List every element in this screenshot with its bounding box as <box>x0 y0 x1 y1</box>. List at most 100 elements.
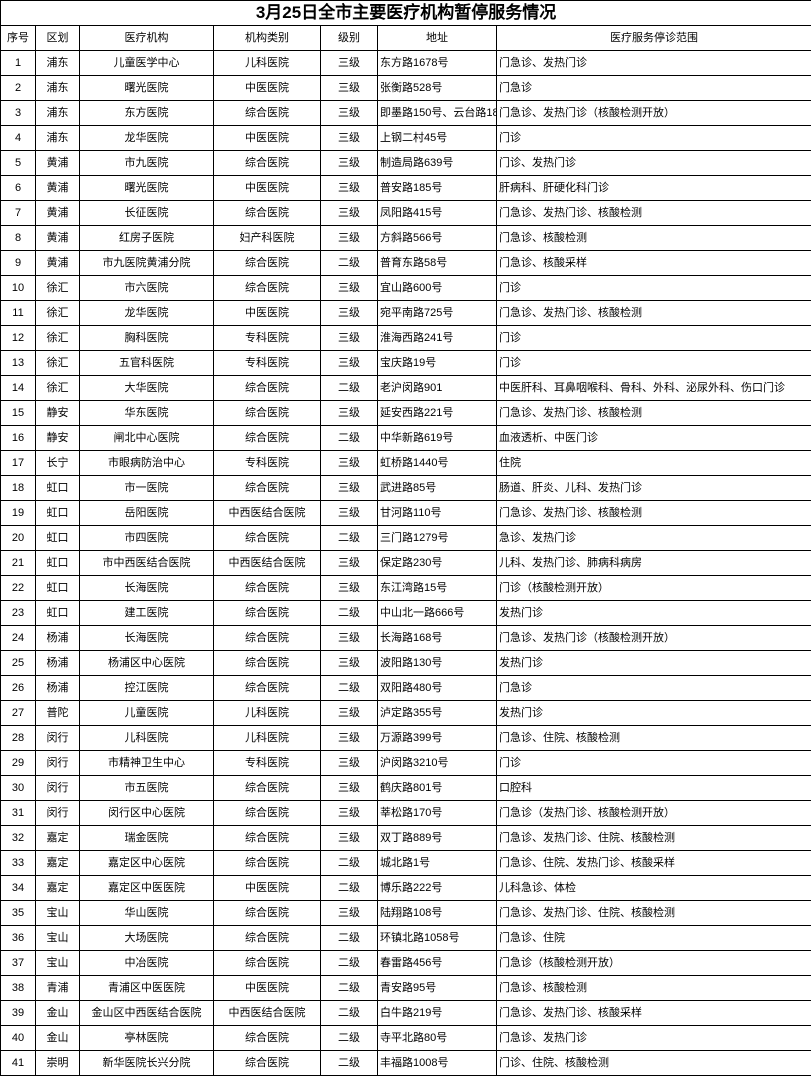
cell-address: 波阳路130号 <box>377 650 497 676</box>
table-row: 9 黄浦 市九医院黄浦分院 综合医院 二级 普育东路58号 门急诊、核酸采样 <box>0 250 811 276</box>
header-row: 序号 区划 医疗机构 机构类别 级别 地址 医疗服务停诊范围 <box>0 25 811 51</box>
cell-scope: 门急诊、住院、核酸检测 <box>495 725 811 751</box>
cell-institution: 瑞金医院 <box>79 825 214 851</box>
cell-institution: 市四医院 <box>79 525 214 551</box>
cell-address: 东江湾路15号 <box>377 575 497 601</box>
cell-level: 三级 <box>320 150 378 176</box>
cell-district: 杨浦 <box>35 650 80 676</box>
cell-category: 综合医院 <box>213 1050 321 1076</box>
cell-category: 专科医院 <box>213 450 321 476</box>
column-header-district: 区划 <box>35 25 80 51</box>
cell-category: 中医医院 <box>213 125 321 151</box>
cell-level: 三级 <box>320 175 378 201</box>
cell-level: 三级 <box>320 275 378 301</box>
cell-level: 二级 <box>320 1050 378 1076</box>
cell-scope: 门诊 <box>495 350 811 376</box>
cell-category: 综合医院 <box>213 425 321 451</box>
cell-seq: 27 <box>0 700 36 726</box>
cell-level: 二级 <box>320 925 378 951</box>
cell-seq: 40 <box>0 1025 36 1051</box>
cell-seq: 34 <box>0 875 36 901</box>
cell-seq: 14 <box>0 375 36 401</box>
cell-seq: 13 <box>0 350 36 376</box>
cell-scope: 门急诊、发热门诊 <box>495 1025 811 1051</box>
cell-scope: 门诊 <box>495 750 811 776</box>
cell-level: 三级 <box>320 400 378 426</box>
cell-level: 三级 <box>320 900 378 926</box>
cell-level: 二级 <box>320 975 378 1001</box>
table-row: 41 崇明 新华医院长兴分院 综合医院 二级 丰福路1008号 门诊、住院、核酸检测 <box>0 1050 811 1076</box>
cell-scope: 肠道、肝炎、儿科、发热门诊 <box>495 475 811 501</box>
table-row: 39 金山 金山区中西医结合医院 中西医结合医院 二级 白牛路219号 门急诊、发热门诊、核… <box>0 1000 811 1026</box>
cell-category: 综合医院 <box>213 525 321 551</box>
cell-category: 综合医院 <box>213 100 321 126</box>
table-row: 15 静安 华东医院 综合医院 三级 延安西路221号 门急诊、发热门诊、核酸检测 <box>0 400 811 426</box>
cell-address: 城北路1号 <box>377 850 497 876</box>
cell-institution: 曙光医院 <box>79 175 214 201</box>
cell-scope: 门诊（核酸检测开放） <box>495 575 811 601</box>
cell-level: 三级 <box>320 825 378 851</box>
cell-district: 徐汇 <box>35 275 80 301</box>
cell-institution: 闸北中心医院 <box>79 425 214 451</box>
cell-category: 综合医院 <box>213 1025 321 1051</box>
cell-seq: 16 <box>0 425 36 451</box>
cell-scope: 门诊 <box>495 275 811 301</box>
cell-address: 中华新路619号 <box>377 425 497 451</box>
cell-district: 普陀 <box>35 700 80 726</box>
cell-district: 闵行 <box>35 775 80 801</box>
cell-address: 延安西路221号 <box>377 400 497 426</box>
cell-institution: 龙华医院 <box>79 300 214 326</box>
cell-institution: 建工医院 <box>79 600 214 626</box>
cell-level: 三级 <box>320 475 378 501</box>
table-row: 1 浦东 儿童医学中心 儿科医院 三级 东方路1678号 门急诊、发热门诊 <box>0 50 811 76</box>
cell-scope: 门急诊、发热门诊（核酸检测开放） <box>495 100 811 126</box>
cell-seq: 37 <box>0 950 36 976</box>
cell-scope: 门急诊、发热门诊、核酸采样 <box>495 1000 811 1026</box>
table-row: 19 虹口 岳阳医院 中西医结合医院 三级 甘河路110号 门急诊、发热门诊、核酸检测 <box>0 500 811 526</box>
cell-category: 综合医院 <box>213 775 321 801</box>
cell-level: 三级 <box>320 50 378 76</box>
column-header-address: 地址 <box>377 25 497 51</box>
cell-level: 三级 <box>320 775 378 801</box>
cell-seq: 29 <box>0 750 36 776</box>
column-header-institution: 医疗机构 <box>79 25 214 51</box>
table-row: 26 杨浦 控江医院 综合医院 二级 双阳路480号 门急诊 <box>0 675 811 701</box>
cell-category: 中医医院 <box>213 75 321 101</box>
cell-address: 张衡路528号 <box>377 75 497 101</box>
cell-scope: 门急诊（发热门诊、核酸检测开放） <box>495 800 811 826</box>
cell-institution: 儿童医院 <box>79 700 214 726</box>
cell-scope: 门诊 <box>495 325 811 351</box>
cell-scope: 发热门诊 <box>495 700 811 726</box>
cell-district: 杨浦 <box>35 675 80 701</box>
cell-institution: 中冶医院 <box>79 950 214 976</box>
cell-district: 宝山 <box>35 950 80 976</box>
cell-address: 老沪闵路901 <box>377 375 497 401</box>
cell-address: 双阳路480号 <box>377 675 497 701</box>
table-row: 16 静安 闸北中心医院 综合医院 二级 中华新路619号 血液透析、中医门诊 <box>0 425 811 451</box>
cell-level: 三级 <box>320 100 378 126</box>
cell-level: 三级 <box>320 800 378 826</box>
cell-institution: 儿童医学中心 <box>79 50 214 76</box>
cell-district: 闵行 <box>35 750 80 776</box>
cell-address: 鹤庆路801号 <box>377 775 497 801</box>
cell-scope: 门急诊、发热门诊（核酸检测开放） <box>495 625 811 651</box>
cell-institution: 大华医院 <box>79 375 214 401</box>
cell-category: 综合医院 <box>213 900 321 926</box>
cell-address: 武进路85号 <box>377 475 497 501</box>
cell-district: 浦东 <box>35 125 80 151</box>
cell-scope: 门急诊、核酸检测 <box>495 225 811 251</box>
cell-level: 二级 <box>320 425 378 451</box>
cell-category: 中医医院 <box>213 975 321 1001</box>
cell-institution: 龙华医院 <box>79 125 214 151</box>
table-row: 29 闵行 市精神卫生中心 专科医院 三级 沪闵路3210号 门诊 <box>0 750 811 776</box>
cell-address: 泸定路355号 <box>377 700 497 726</box>
cell-scope: 门急诊、住院、发热门诊、核酸采样 <box>495 850 811 876</box>
cell-address: 环镇北路1058号 <box>377 925 497 951</box>
cell-scope: 门诊 <box>495 125 811 151</box>
cell-category: 儿科医院 <box>213 725 321 751</box>
cell-seq: 5 <box>0 150 36 176</box>
cell-district: 静安 <box>35 400 80 426</box>
cell-seq: 2 <box>0 75 36 101</box>
cell-institution: 长海医院 <box>79 575 214 601</box>
cell-address: 陆翔路108号 <box>377 900 497 926</box>
